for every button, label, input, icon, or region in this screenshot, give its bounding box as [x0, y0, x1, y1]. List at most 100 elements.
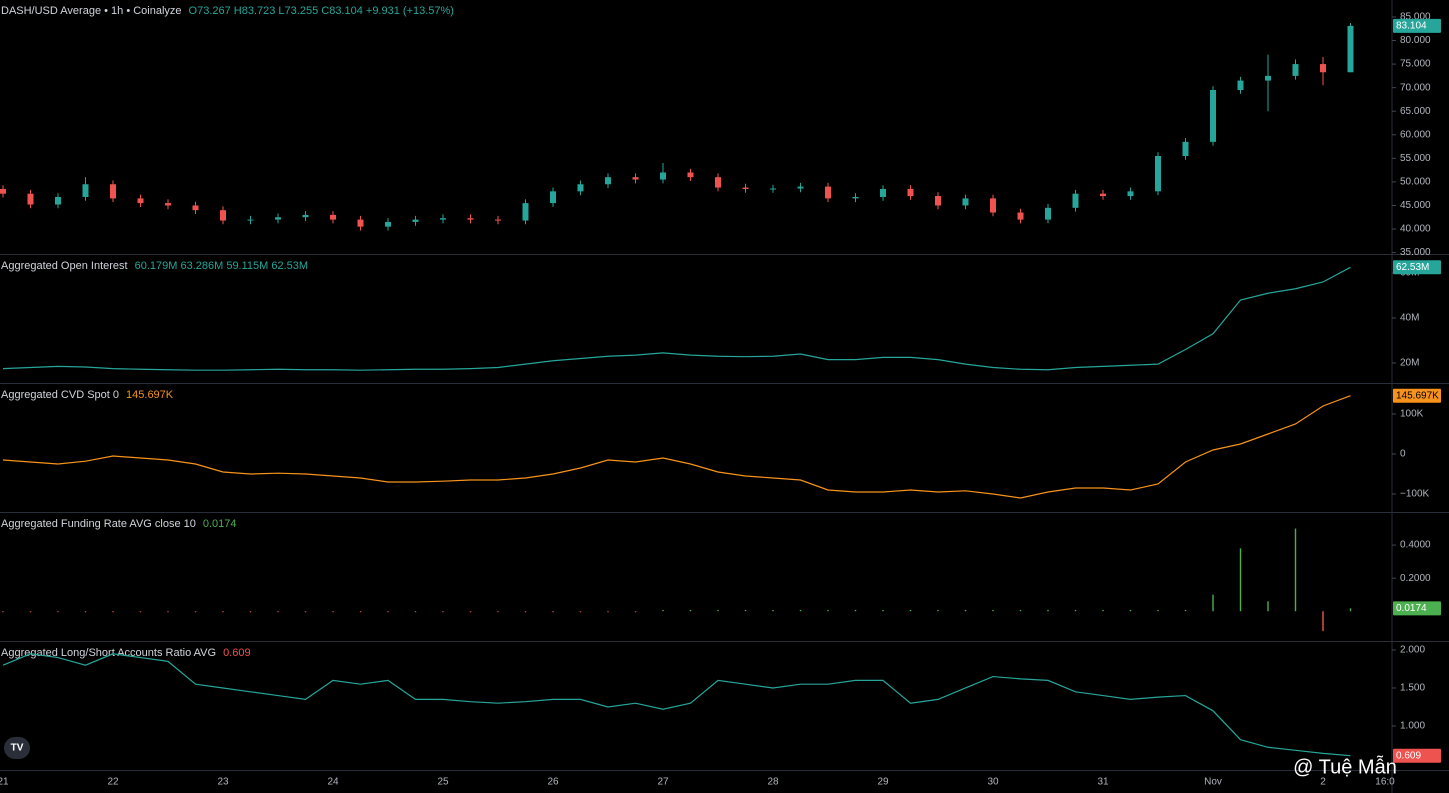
line-series [2, 653, 1351, 757]
bar [1184, 609, 1187, 612]
bar [414, 611, 417, 613]
candle-body [522, 203, 529, 221]
bar [57, 611, 59, 613]
bar [717, 609, 719, 612]
svg-text:TV: TV [11, 743, 24, 754]
candle-body [1320, 64, 1326, 73]
bar [799, 609, 802, 612]
bar [634, 611, 637, 613]
y-tick-label: 80.000 [1400, 35, 1431, 46]
y-tick-label: 65.000 [1400, 106, 1431, 117]
candle-body [1155, 155, 1161, 192]
bar [112, 611, 114, 613]
bar [772, 609, 774, 612]
bar [1349, 608, 1352, 612]
bar [854, 609, 857, 612]
bar [744, 609, 747, 612]
legend-values: 0.0174 [203, 518, 237, 530]
candle-body [962, 198, 969, 206]
candle-body [632, 177, 639, 180]
y-tick-label: 70.000 [1400, 82, 1431, 93]
x-tick-label: 23 [217, 777, 229, 788]
bar [497, 611, 499, 613]
bar [1239, 548, 1242, 612]
candle-body [0, 188, 6, 194]
candle-body [357, 219, 364, 227]
bar [579, 611, 582, 613]
candle-body [1100, 193, 1106, 197]
y-tick-label: 0.2000 [1400, 573, 1431, 584]
bar [442, 611, 444, 613]
candle-body [660, 172, 666, 180]
candle-body [990, 198, 996, 213]
candle-body [247, 219, 254, 221]
candle-body [440, 218, 446, 220]
pane-title: Aggregated Funding Rate AVG close 10 [1, 518, 196, 530]
y-tick-label: 60.000 [1400, 129, 1431, 140]
x-tick-label: 27 [657, 777, 669, 788]
y-tick-label: 1.500 [1400, 683, 1425, 694]
bar [359, 611, 362, 613]
bar [1019, 609, 1022, 612]
bar [937, 609, 939, 612]
candle-body [82, 184, 89, 197]
candle-body [1237, 80, 1244, 91]
x-tick-label: 28 [767, 777, 779, 788]
candle-body [1347, 25, 1354, 73]
candle-body [852, 196, 859, 199]
bar [29, 611, 32, 613]
last-value-label: 83.104 [1396, 21, 1427, 32]
y-tick-label: 0 [1400, 449, 1406, 460]
y-tick-label: 85.000 [1400, 12, 1431, 23]
last-value-badge [1393, 18, 1441, 33]
x-tick-label: 26 [547, 777, 559, 788]
bar [249, 611, 252, 613]
y-tick-label: −100K [1400, 489, 1430, 500]
last-value-label: 0.0174 [1396, 603, 1427, 614]
bar [1047, 609, 1049, 612]
x-tick-label: 29 [877, 777, 889, 788]
x-tick-label: 31 [1097, 777, 1109, 788]
candle-body [165, 203, 171, 206]
bar [1102, 609, 1104, 612]
candle-body [1017, 212, 1024, 220]
bar [882, 609, 884, 612]
candle-body [55, 196, 61, 205]
bar [964, 609, 967, 612]
bar [992, 609, 994, 612]
candle-body [935, 196, 941, 206]
bar [909, 609, 912, 612]
candle-body [1182, 141, 1189, 156]
candle-body [1210, 90, 1216, 142]
y-tick-label: 75.000 [1400, 59, 1431, 70]
candle-body [275, 217, 281, 220]
last-value-label: 0.609 [1396, 750, 1421, 761]
pane-title: Aggregated Long/Short Accounts Ratio AVG [1, 647, 216, 659]
bar [662, 609, 664, 612]
x-tick-label: 21 [0, 777, 9, 788]
x-tick-label: 16:0 [1375, 777, 1395, 788]
line-series [2, 266, 1351, 371]
y-tick-label: 2.000 [1400, 645, 1425, 656]
legend-values: O73.267 H83.723 L73.255 C83.104 +9.931 (… [189, 5, 454, 17]
y-tick-label: 40.000 [1400, 224, 1431, 235]
bar [607, 611, 609, 613]
candle-body [825, 186, 831, 199]
candle-body [687, 172, 694, 178]
watermark: @ Tuệ Mẫn [1293, 755, 1397, 778]
legend-values: 60.179M 63.286M 59.115M 62.53M [135, 260, 308, 272]
bar [552, 611, 554, 613]
y-tick-label: 20M [1400, 358, 1419, 369]
candle-body [605, 177, 611, 185]
candle-body [715, 177, 721, 188]
pane-title: Aggregated Open Interest [1, 260, 128, 272]
candle-body [742, 187, 749, 189]
last-value-label: 62.53M [1396, 262, 1429, 273]
candle-body [302, 214, 309, 218]
candle-body [110, 184, 116, 199]
y-tick-label: 50.000 [1400, 177, 1431, 188]
x-tick-label: 30 [987, 777, 999, 788]
y-tick-label: 55.000 [1400, 153, 1431, 164]
candle-body [330, 214, 336, 220]
